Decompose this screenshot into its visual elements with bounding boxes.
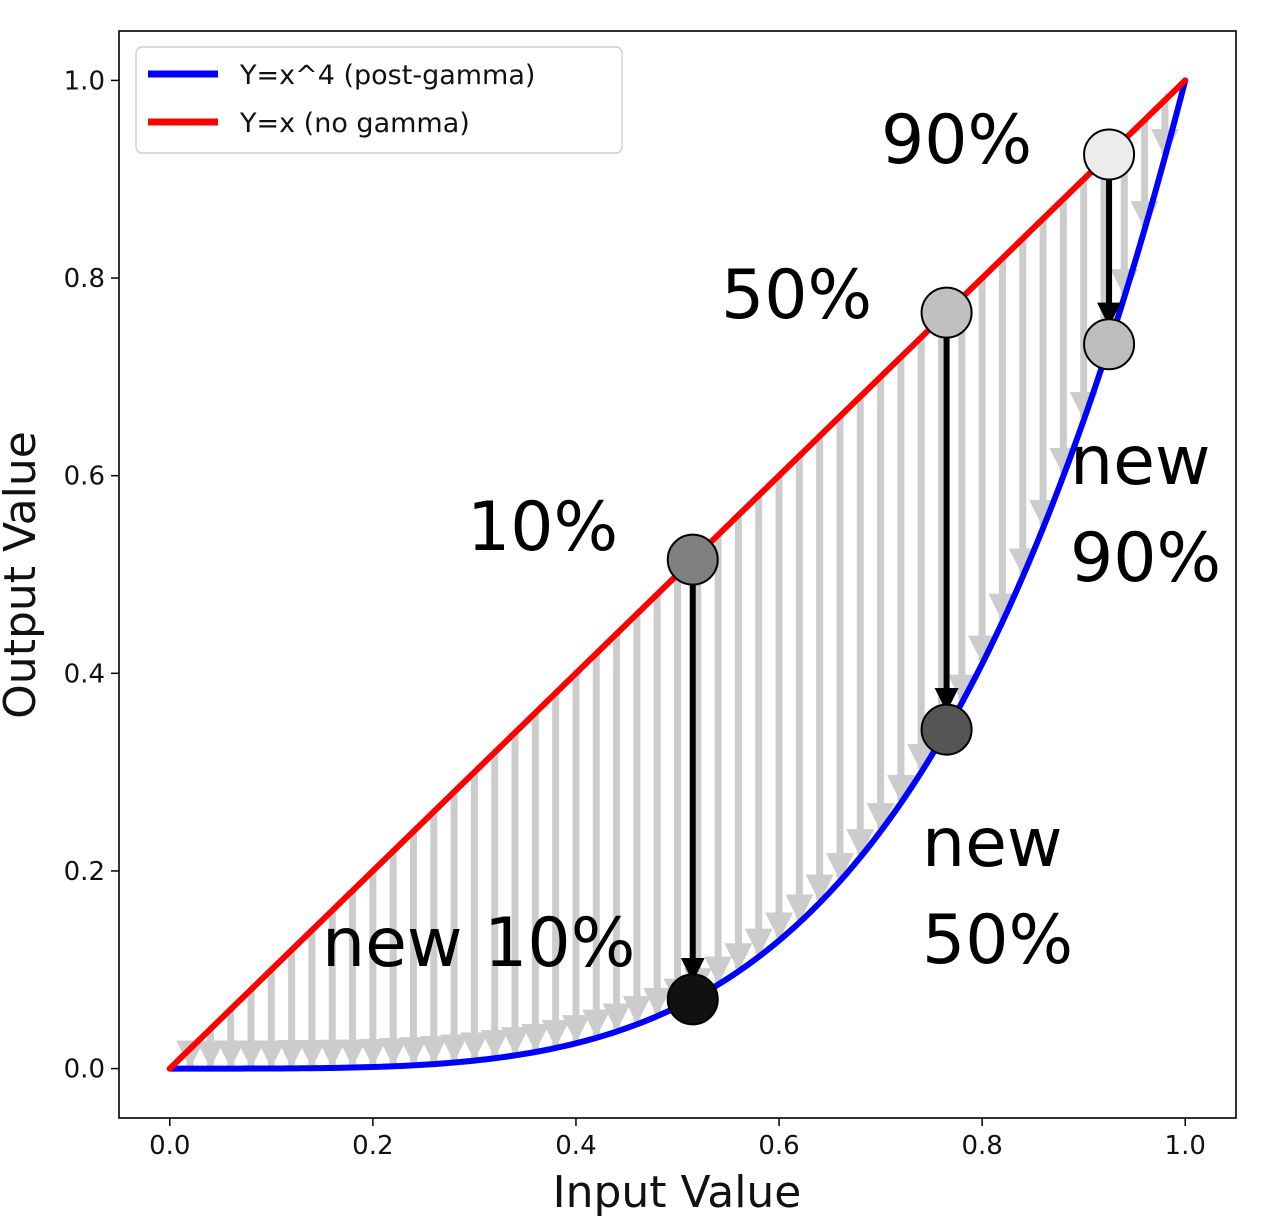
- target-marker: [666, 973, 719, 1026]
- new-label-90: new 90%: [1070, 422, 1232, 598]
- y-axis-label: Output Value: [0, 431, 46, 719]
- y-tick-label: 0.6: [64, 462, 105, 492]
- x-tick-label: 0.2: [352, 1131, 393, 1161]
- y-tick-label: 0.0: [64, 1055, 105, 1085]
- point-markers: [666, 128, 1136, 1026]
- target-marker: [920, 703, 973, 756]
- x-tick-label: 1.0: [1165, 1131, 1206, 1161]
- highlight-arrows: [680, 154, 1122, 982]
- mapping-arrows: [176, 100, 1179, 1069]
- legend: Y=x^4 (post-gamma) Y=x (no gamma): [135, 46, 623, 154]
- legend-box: [135, 46, 623, 154]
- x-tick-label: 0.8: [961, 1131, 1002, 1161]
- source-marker: [666, 533, 719, 586]
- marker-label-50: 50%: [721, 256, 872, 335]
- source-marker: [1083, 128, 1136, 181]
- y-axis-ticks: 0.0 0.2 0.4 0.6 0.8 1.0: [64, 66, 119, 1085]
- x-tick-label: 0.6: [758, 1131, 799, 1161]
- x-tick-label: 0.0: [149, 1131, 190, 1161]
- x-axis-ticks: 0.0 0.2 0.4 0.6 0.8 1.0: [149, 1118, 1206, 1161]
- y-tick-label: 0.4: [64, 659, 105, 689]
- legend-entry-no-gamma: Y=x (no gamma): [239, 108, 470, 139]
- marker-label-10: 10%: [467, 488, 618, 567]
- y-tick-label: 0.8: [64, 264, 105, 294]
- target-marker: [1083, 318, 1136, 371]
- legend-entry-post-gamma: Y=x^4 (post-gamma): [239, 60, 535, 91]
- source-marker: [920, 286, 973, 339]
- x-axis-label: Input Value: [553, 1167, 802, 1218]
- new-label-50: new 50%: [922, 804, 1084, 980]
- marker-label-90: 90%: [881, 101, 1032, 180]
- new-label-10: new 10%: [322, 904, 635, 983]
- x-tick-label: 0.4: [555, 1131, 596, 1161]
- y-tick-label: 0.2: [64, 857, 105, 887]
- y-tick-label: 1.0: [64, 66, 105, 96]
